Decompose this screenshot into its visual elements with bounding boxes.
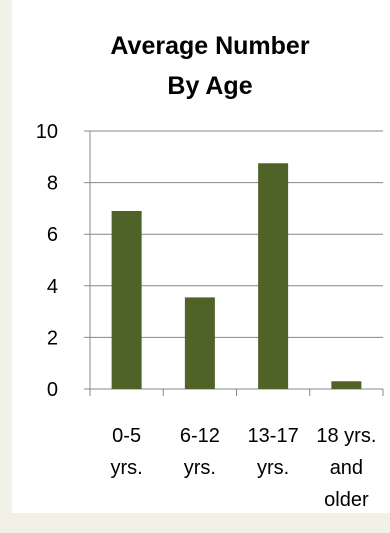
x-tick-label: 0-5	[112, 425, 141, 447]
x-tick-label: and	[330, 457, 363, 479]
y-tick-label: 8	[47, 173, 58, 195]
bar	[331, 381, 362, 389]
bar	[258, 163, 289, 389]
x-tick-label: 13-17	[248, 425, 299, 447]
x-tick-label: 6-12	[180, 425, 220, 447]
chart-title: Average Number By Age	[50, 26, 370, 106]
x-tick-label: yrs.	[111, 457, 143, 479]
chart-title-line-1: Average Number	[110, 32, 310, 60]
x-tick-label: 18 yrs.	[316, 425, 376, 447]
x-tick-label: yrs.	[257, 457, 289, 479]
x-tick-label: older	[324, 489, 369, 511]
chart-title-line-2: By Age	[167, 72, 253, 100]
y-tick-label: 4	[47, 276, 58, 298]
y-tick-label: 6	[47, 224, 58, 246]
y-tick-label: 0	[47, 379, 58, 401]
bar	[111, 210, 142, 389]
x-tick-label: yrs.	[184, 457, 216, 479]
y-tick-label: 10	[36, 121, 58, 143]
y-tick-label: 2	[47, 327, 58, 349]
bar	[184, 297, 215, 389]
left-border	[0, 0, 12, 533]
bottom-border	[0, 513, 390, 533]
